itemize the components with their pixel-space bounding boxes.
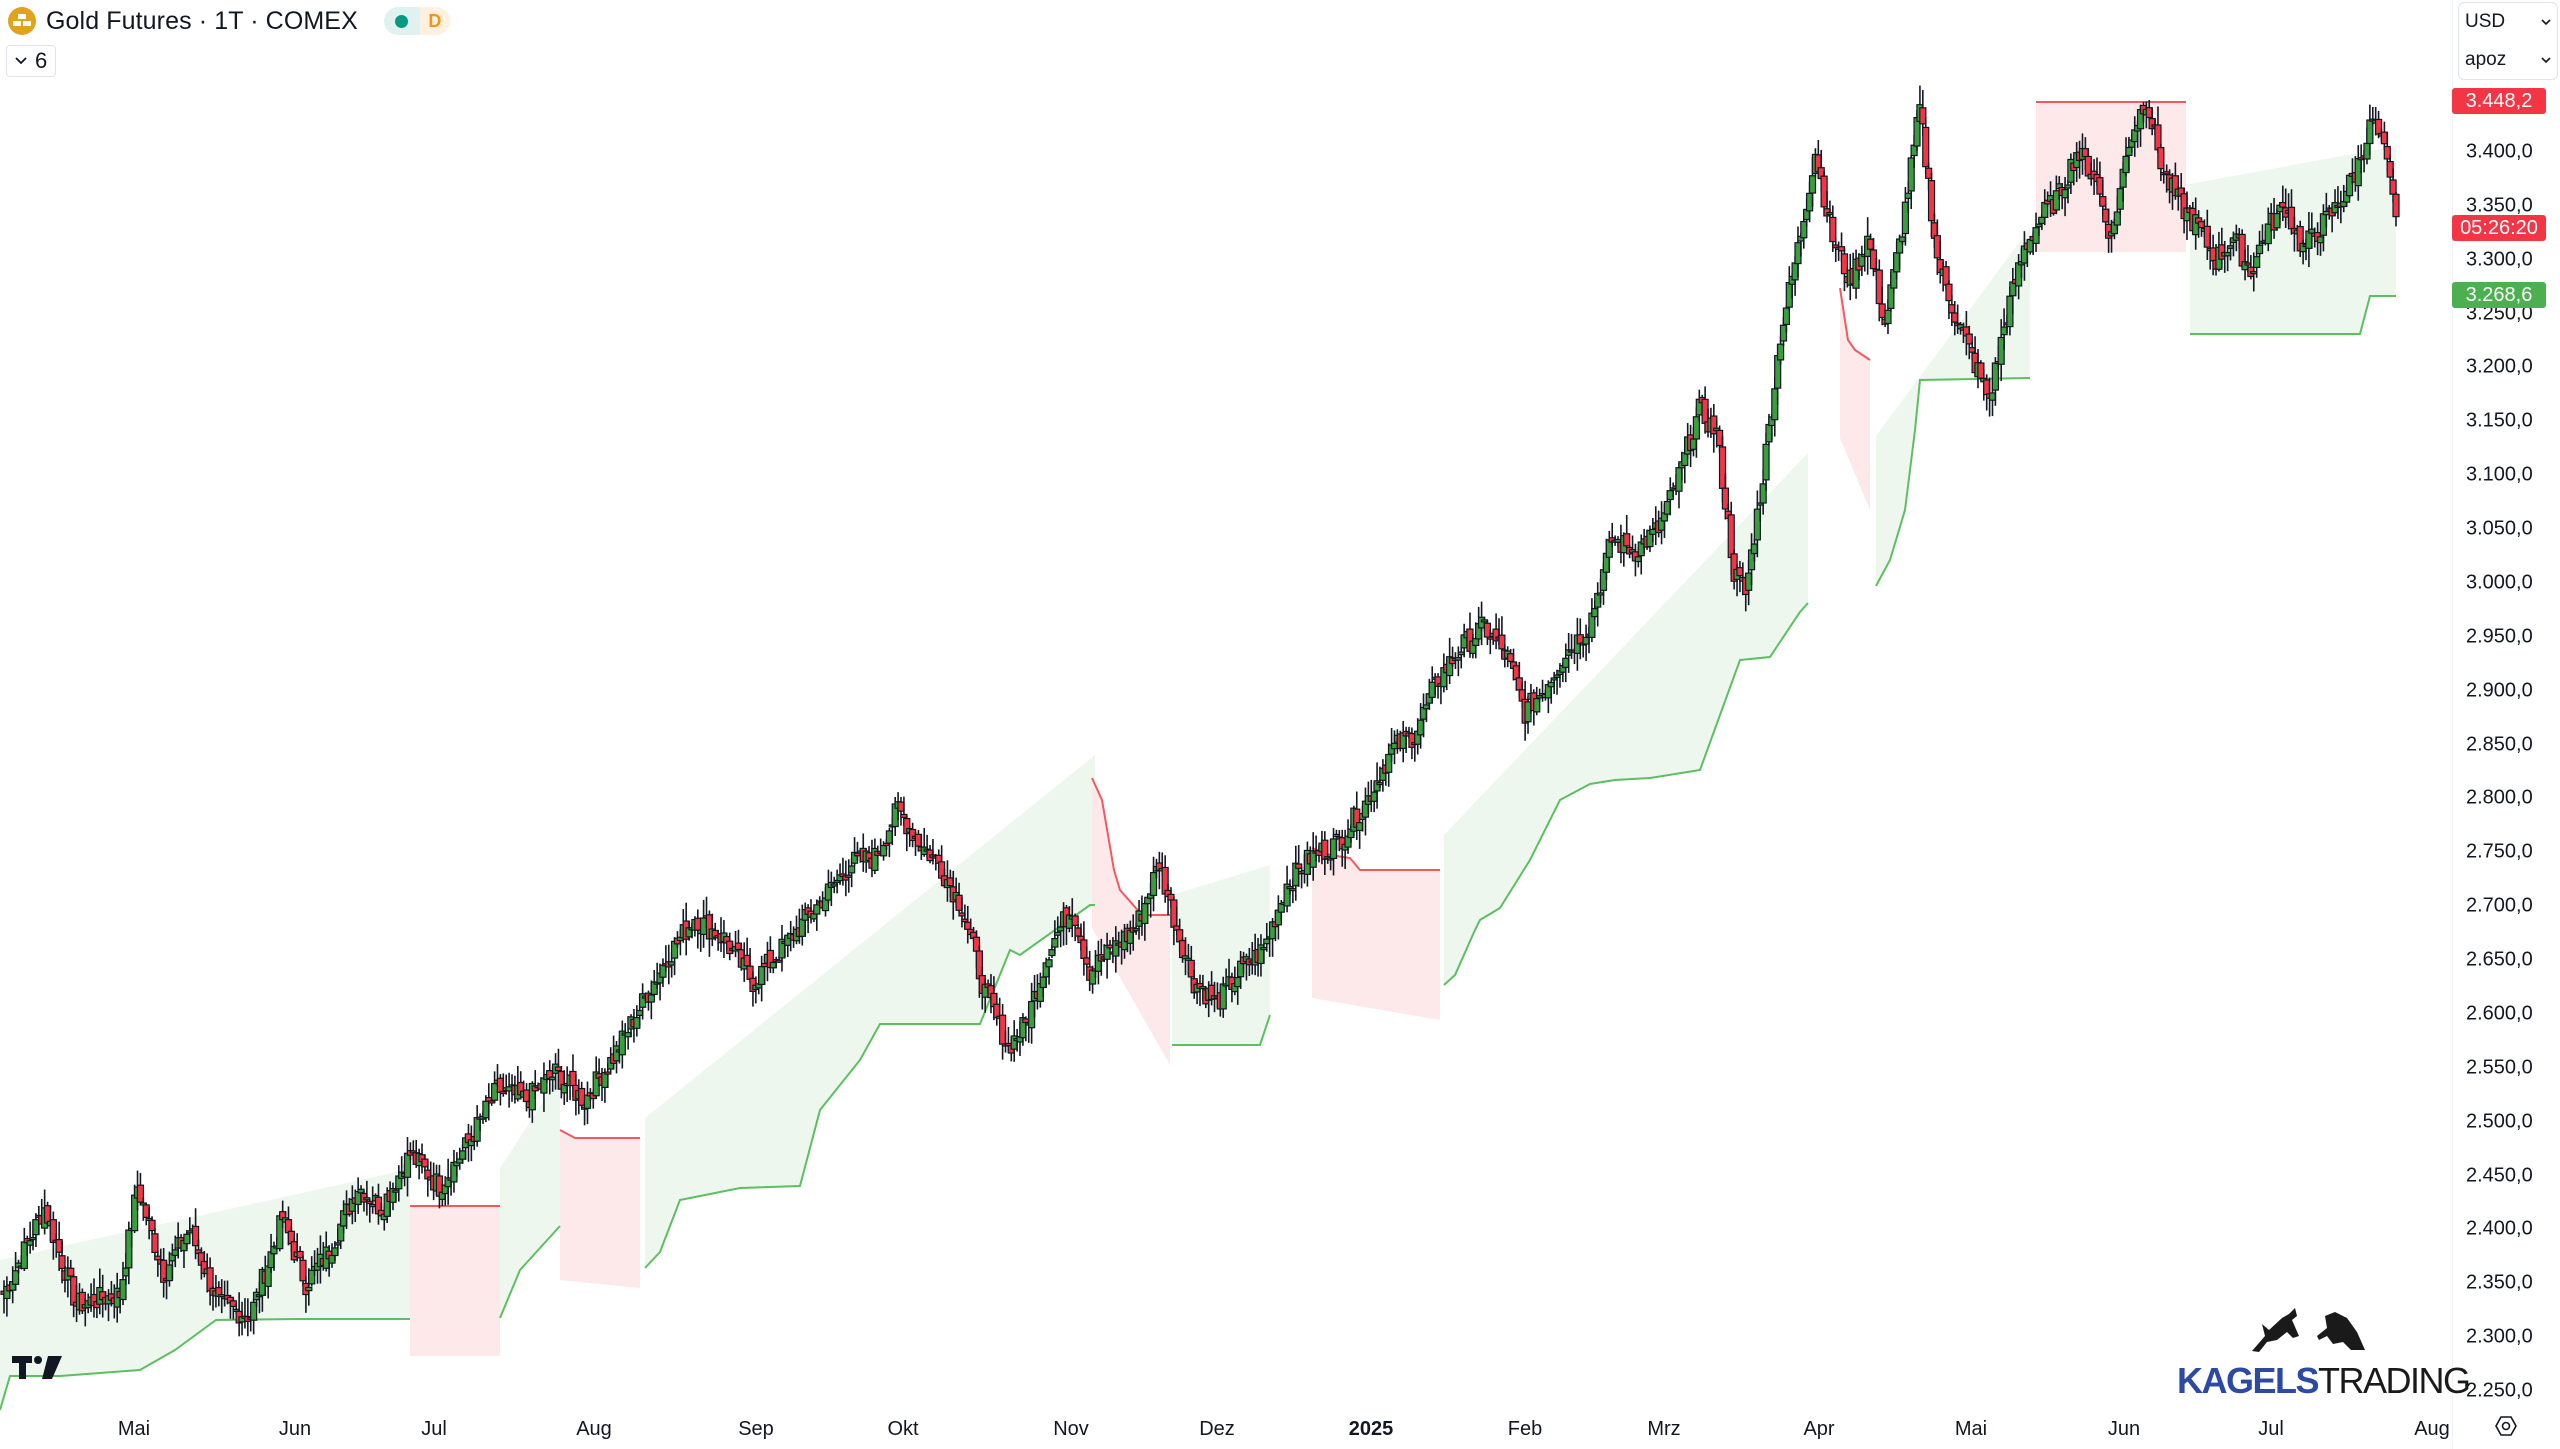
gold-symbol-icon [8,7,36,35]
time-tick: 2025 [1348,1418,1394,1440]
price-tick: 2.350,0 [2466,1271,2533,1294]
price-tick: 2.800,0 [2466,786,2533,809]
scale-label: apoz [2465,49,2507,70]
price-axis[interactable] [2452,0,2560,1449]
chevron-down-icon [2541,56,2551,63]
candlesticks [0,85,2400,1337]
price-tick: 3.000,0 [2466,571,2533,594]
time-tick: Mai [1954,1418,1988,1440]
time-tick: Jul [421,1418,447,1440]
chart-header: Gold Futures · 1T · COMEX D [8,6,450,36]
price-tick: 3.350,0 [2466,194,2533,217]
price-tick: 3.200,0 [2466,355,2533,378]
time-tick: Jun [278,1418,312,1440]
market-status-badge[interactable]: D [383,7,450,35]
price-tick: 2.650,0 [2466,948,2533,971]
time-tick: Dez [1199,1418,1235,1440]
time-tick: Feb [1507,1418,1543,1440]
price-tick: 2.900,0 [2466,679,2533,702]
indicator-count: 6 [35,48,48,73]
tradingview-logo[interactable] [12,1354,62,1385]
price-tick: 2.700,0 [2466,894,2533,917]
scale-dropdown[interactable]: apoz [2459,41,2557,79]
time-tick: Jun [2107,1418,2141,1440]
time-tick: Aug [576,1418,612,1440]
bar-countdown-label: 05:26:20 [2452,215,2546,241]
price-tick: 2.850,0 [2466,733,2533,756]
delayed-data-badge: D [419,7,450,35]
time-tick: Mai [117,1418,151,1440]
brand-name-part1: KAGELS [2177,1360,2320,1401]
price-tick: 3.150,0 [2466,409,2533,432]
market-open-dot-icon [395,14,409,28]
price-tick: 2.300,0 [2466,1325,2533,1348]
price-tick: 2.550,0 [2466,1056,2533,1079]
price-tick: 2.250,0 [2466,1379,2533,1402]
price-tick: 2.500,0 [2466,1110,2533,1133]
price-tick: 2.950,0 [2466,625,2533,648]
symbol-title[interactable]: Gold Futures · 1T · COMEX [46,6,358,35]
price-tick: 2.750,0 [2466,840,2533,863]
time-tick: Okt [887,1418,919,1440]
time-tick: Nov [1053,1418,1089,1440]
time-tick: Mrz [1647,1418,1681,1440]
bull-bear-icon [2252,1308,2365,1352]
price-tick: 3.400,0 [2466,140,2533,163]
price-tick: 2.450,0 [2466,1164,2533,1187]
trailing-stop-lines [0,101,2396,1411]
resistance-price-label: 3.448,2 [2452,88,2546,114]
brand-name-part2: TRADING [2318,1360,2471,1401]
collapse-indicators-button[interactable]: 6 [6,45,57,77]
chevron-down-icon [2541,18,2551,25]
tradingview-logo-icon [12,1356,62,1379]
price-tick: 3.300,0 [2466,248,2533,271]
kagelstrading-watermark: KAGELSTRADING [2172,1306,2471,1401]
currency-label: USD [2465,11,2506,32]
currency-scale-box: USD apoz [2458,2,2558,80]
trail-fill-areas [0,102,2396,1410]
price-tick: 2.400,0 [2466,1217,2533,1240]
chevron-down-icon [15,57,27,65]
gear-icon [2495,1416,2517,1436]
time-tick: Aug [2414,1418,2450,1440]
price-tick: 3.050,0 [2466,517,2533,540]
price-chart[interactable] [0,0,2452,1449]
price-tick: 3.100,0 [2466,463,2533,486]
time-tick: Sep [738,1418,774,1440]
stop-price-label: 3.268,6 [2452,282,2546,308]
time-tick: Jul [2258,1418,2284,1440]
currency-dropdown[interactable]: USD [2459,3,2557,41]
chart-settings-button[interactable] [2494,1414,2518,1443]
time-tick: Apr [1803,1418,1835,1440]
price-tick: 2.600,0 [2466,1002,2533,1025]
